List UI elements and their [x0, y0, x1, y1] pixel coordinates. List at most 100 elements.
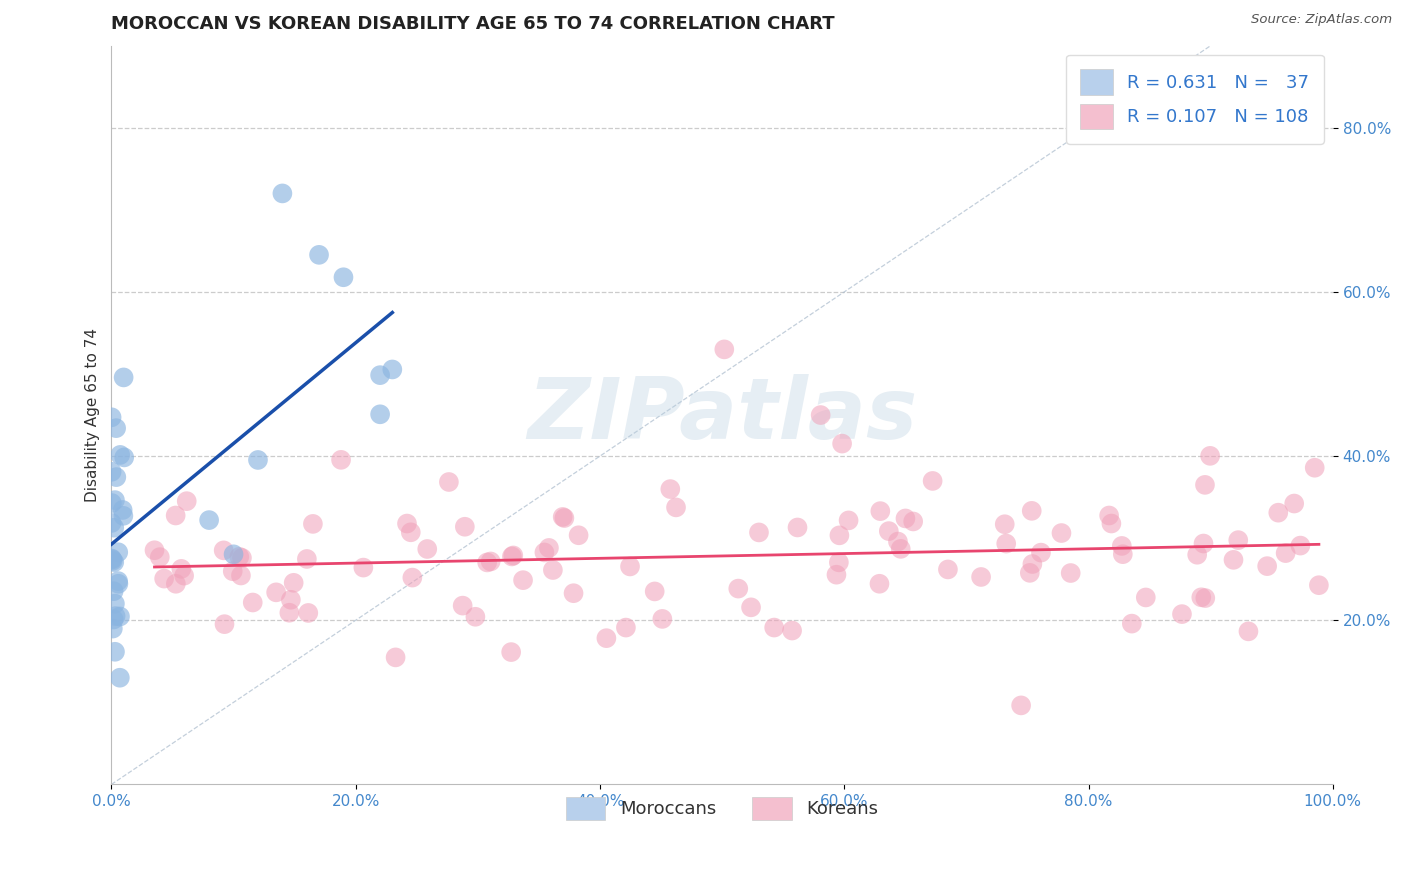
Point [825, 567, 848, 582]
Point [644, 584, 666, 599]
Point [297, 606, 319, 620]
Point [501, 645, 523, 659]
Point [1050, 526, 1073, 541]
Point [112, 508, 135, 523]
Point [103, 555, 125, 569]
Point [437, 475, 460, 489]
Point [283, 575, 305, 590]
Point [101, 552, 124, 566]
Point [1098, 508, 1121, 523]
Point [149, 550, 172, 565]
Point [280, 592, 302, 607]
Point [614, 621, 637, 635]
Point [533, 545, 555, 559]
Point [727, 582, 749, 596]
Point [713, 343, 735, 357]
Point [995, 536, 1018, 550]
Point [451, 599, 474, 613]
Point [271, 186, 294, 201]
Point [368, 368, 391, 383]
Point [352, 560, 374, 574]
Point [212, 543, 235, 558]
Point [1289, 539, 1312, 553]
Point [1308, 578, 1330, 592]
Point [890, 541, 912, 556]
Point [537, 541, 560, 555]
Point [1199, 449, 1222, 463]
Point [479, 554, 502, 568]
Point [1222, 553, 1244, 567]
Point [1010, 698, 1032, 713]
Point [1021, 504, 1043, 518]
Point [103, 584, 125, 599]
Point [921, 474, 943, 488]
Point [108, 609, 131, 624]
Point [1029, 546, 1052, 560]
Point [740, 600, 762, 615]
Point [100, 465, 122, 479]
Point [1237, 624, 1260, 639]
Point [153, 572, 176, 586]
Point [107, 574, 129, 588]
Point [595, 631, 617, 645]
Text: Source: ZipAtlas.com: Source: ZipAtlas.com [1251, 13, 1392, 27]
Point [1274, 546, 1296, 560]
Point [330, 453, 353, 467]
Point [1112, 547, 1135, 561]
Point [104, 609, 127, 624]
Point [101, 622, 124, 636]
Point [198, 513, 221, 527]
Point [107, 576, 129, 591]
Point [1194, 591, 1216, 605]
Point [786, 520, 808, 534]
Point [1121, 616, 1143, 631]
Point [302, 516, 325, 531]
Point [143, 543, 166, 558]
Point [264, 585, 287, 599]
Y-axis label: Disability Age 65 to 74: Disability Age 65 to 74 [86, 328, 100, 502]
Point [1018, 566, 1040, 580]
Point [502, 549, 524, 563]
Point [104, 645, 127, 659]
Point [501, 549, 523, 564]
Point [228, 549, 250, 564]
Point [568, 528, 591, 542]
Point [105, 470, 128, 484]
Point [1194, 478, 1216, 492]
Point [763, 621, 786, 635]
Point [332, 270, 354, 285]
Point [229, 568, 252, 582]
Point [748, 525, 770, 540]
Point [828, 528, 851, 542]
Point [659, 482, 682, 496]
Point [395, 516, 418, 531]
Text: MOROCCAN VS KOREAN DISABILITY AGE 65 TO 74 CORRELATION CHART: MOROCCAN VS KOREAN DISABILITY AGE 65 TO … [111, 15, 835, 33]
Point [231, 550, 253, 565]
Point [100, 516, 122, 530]
Point [176, 494, 198, 508]
Point [104, 597, 127, 611]
Point [887, 534, 910, 549]
Point [541, 563, 564, 577]
Point [384, 650, 406, 665]
Point [894, 511, 917, 525]
Point [165, 508, 187, 523]
Point [101, 554, 124, 568]
Point [869, 576, 891, 591]
Point [1021, 557, 1043, 571]
Point [101, 496, 124, 510]
Point [222, 547, 245, 561]
Point [103, 521, 125, 535]
Point [970, 570, 993, 584]
Point [368, 407, 391, 421]
Point [173, 568, 195, 582]
Point [454, 520, 477, 534]
Point [246, 453, 269, 467]
Point [165, 576, 187, 591]
Point [399, 525, 422, 540]
Point [1267, 506, 1289, 520]
Point [222, 564, 245, 578]
Point [562, 586, 585, 600]
Point [464, 609, 486, 624]
Point [512, 573, 534, 587]
